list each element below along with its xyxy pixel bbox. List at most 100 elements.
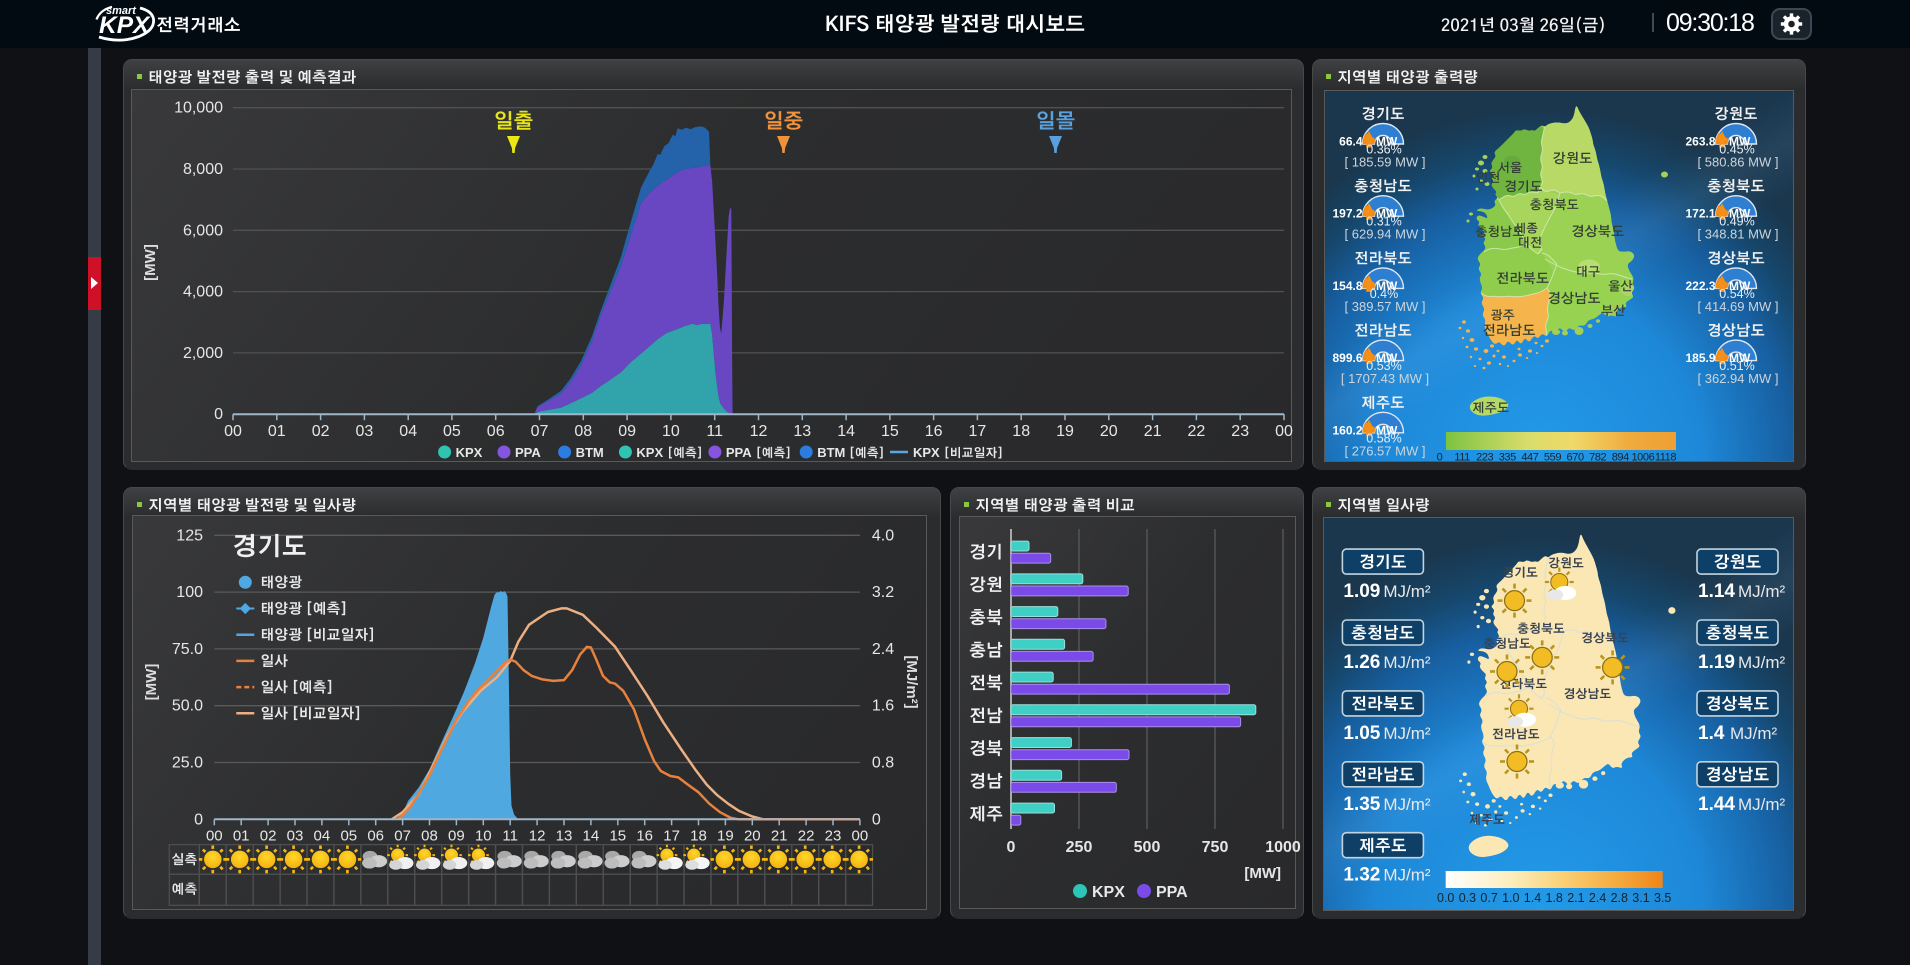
svg-text:19: 19 bbox=[1056, 423, 1074, 440]
svg-text:10: 10 bbox=[475, 827, 492, 844]
svg-text:447: 447 bbox=[1521, 452, 1538, 464]
svg-text:66.4: 66.4 bbox=[1339, 135, 1363, 149]
svg-text:02: 02 bbox=[312, 423, 330, 440]
svg-text:125: 125 bbox=[176, 527, 203, 544]
svg-text:3.2: 3.2 bbox=[872, 584, 894, 601]
svg-text:07: 07 bbox=[531, 423, 549, 440]
svg-text:12: 12 bbox=[528, 827, 545, 844]
svg-text:03: 03 bbox=[356, 423, 374, 440]
svg-text:16: 16 bbox=[636, 827, 653, 844]
svg-text:MW: MW bbox=[1729, 279, 1751, 293]
svg-text:[MW]: [MW] bbox=[1244, 865, 1281, 882]
svg-text:263.8: 263.8 bbox=[1685, 135, 1715, 149]
svg-text:750: 750 bbox=[1201, 839, 1228, 856]
svg-text:21: 21 bbox=[771, 827, 788, 844]
svg-text:06: 06 bbox=[487, 423, 505, 440]
svg-text:2.8: 2.8 bbox=[1611, 891, 1628, 905]
svg-text:0.49%: 0.49% bbox=[1719, 215, 1754, 229]
svg-text:03: 03 bbox=[286, 827, 303, 844]
svg-text:MW: MW bbox=[1376, 135, 1398, 149]
svg-text:4,000: 4,000 bbox=[183, 283, 223, 300]
svg-text:MW: MW bbox=[1376, 423, 1398, 437]
svg-text:KPX: KPX bbox=[456, 445, 483, 460]
svg-text:1000: 1000 bbox=[1265, 839, 1301, 856]
svg-text:16: 16 bbox=[925, 423, 943, 440]
svg-text:05: 05 bbox=[340, 827, 357, 844]
svg-text:10: 10 bbox=[662, 423, 680, 440]
svg-text:160.2: 160.2 bbox=[1332, 423, 1362, 437]
svg-text:00: 00 bbox=[206, 827, 223, 844]
svg-text:0.45%: 0.45% bbox=[1719, 143, 1754, 157]
svg-text:17: 17 bbox=[663, 827, 680, 844]
svg-text:1118: 1118 bbox=[1655, 452, 1677, 464]
svg-text:[ 185.59 MW ]: [ 185.59 MW ] bbox=[1345, 155, 1426, 170]
svg-text:670: 670 bbox=[1567, 452, 1584, 464]
svg-text:[ 414.69 MW ]: [ 414.69 MW ] bbox=[1698, 299, 1779, 314]
svg-text:15: 15 bbox=[881, 423, 899, 440]
svg-text:[ 580.86 MW ]: [ 580.86 MW ] bbox=[1698, 155, 1779, 170]
svg-text:PPA: PPA bbox=[1156, 884, 1188, 901]
svg-text:25.0: 25.0 bbox=[172, 754, 203, 771]
svg-text:8,000: 8,000 bbox=[183, 161, 223, 178]
svg-text:07: 07 bbox=[394, 827, 411, 844]
svg-text:3.1: 3.1 bbox=[1632, 891, 1649, 905]
svg-text:1006: 1006 bbox=[1631, 452, 1654, 464]
svg-text:[ 389.57 MW ]: [ 389.57 MW ] bbox=[1345, 299, 1426, 314]
svg-text:1.0: 1.0 bbox=[1502, 891, 1519, 905]
svg-text:1.4: 1.4 bbox=[1524, 891, 1541, 905]
svg-text:08: 08 bbox=[574, 423, 592, 440]
svg-text:00: 00 bbox=[1275, 423, 1293, 440]
svg-text:894: 894 bbox=[1612, 452, 1629, 464]
svg-text:MW: MW bbox=[1729, 207, 1751, 221]
svg-text:1.14: 1.14 bbox=[1698, 581, 1735, 602]
svg-text:23: 23 bbox=[1231, 423, 1249, 440]
svg-text:1.19: 1.19 bbox=[1698, 652, 1735, 673]
svg-text:18: 18 bbox=[690, 827, 707, 844]
svg-text:20: 20 bbox=[744, 827, 761, 844]
svg-text:2.1: 2.1 bbox=[1567, 891, 1584, 905]
svg-text:[ 348.81 MW ]: [ 348.81 MW ] bbox=[1698, 227, 1779, 242]
svg-text:100: 100 bbox=[176, 584, 203, 601]
svg-text:[ 1707.43 MW ]: [ 1707.43 MW ] bbox=[1341, 371, 1429, 386]
svg-text:13: 13 bbox=[793, 423, 811, 440]
svg-text:MW: MW bbox=[1376, 279, 1398, 293]
svg-text:0: 0 bbox=[872, 811, 881, 828]
svg-text:23: 23 bbox=[824, 827, 841, 844]
svg-text:2.4: 2.4 bbox=[872, 641, 894, 658]
svg-text:0.7: 0.7 bbox=[1480, 891, 1497, 905]
svg-text:01: 01 bbox=[268, 423, 286, 440]
svg-text:MJ/m²: MJ/m² bbox=[1738, 653, 1786, 672]
svg-text:0.51%: 0.51% bbox=[1719, 359, 1754, 373]
svg-text:17: 17 bbox=[969, 423, 987, 440]
svg-text:00: 00 bbox=[224, 423, 242, 440]
svg-text:6,000: 6,000 bbox=[183, 222, 223, 239]
svg-text:KPX: KPX bbox=[913, 445, 940, 460]
svg-text:09: 09 bbox=[618, 423, 636, 440]
svg-text:0: 0 bbox=[214, 406, 223, 423]
svg-text:0.54%: 0.54% bbox=[1719, 287, 1754, 301]
svg-text:MJ/m²: MJ/m² bbox=[1738, 582, 1786, 601]
svg-text:PPA: PPA bbox=[515, 445, 541, 460]
svg-text:10,000: 10,000 bbox=[174, 99, 223, 116]
svg-text:MW: MW bbox=[1729, 135, 1751, 149]
svg-text:0.31%: 0.31% bbox=[1366, 215, 1401, 229]
svg-text:111: 111 bbox=[1454, 452, 1470, 464]
svg-text:21: 21 bbox=[1144, 423, 1162, 440]
svg-text:00: 00 bbox=[851, 827, 868, 844]
svg-text:[ 629.94 MW ]: [ 629.94 MW ] bbox=[1345, 227, 1426, 242]
svg-text:[MJ/m²]: [MJ/m²] bbox=[903, 655, 920, 708]
svg-text:14: 14 bbox=[837, 423, 855, 440]
svg-text:MW: MW bbox=[1376, 351, 1398, 365]
svg-text:2,000: 2,000 bbox=[183, 344, 223, 361]
svg-text:0.0: 0.0 bbox=[1437, 891, 1454, 905]
svg-text:1.4: 1.4 bbox=[1698, 722, 1725, 743]
svg-text:KPX: KPX bbox=[99, 12, 151, 39]
svg-text:13: 13 bbox=[555, 827, 572, 844]
svg-text:1.09: 1.09 bbox=[1343, 581, 1380, 602]
svg-text:899.6: 899.6 bbox=[1332, 351, 1362, 365]
svg-text:MJ/m²: MJ/m² bbox=[1383, 865, 1431, 884]
svg-text:22: 22 bbox=[1188, 423, 1206, 440]
svg-text:smart: smart bbox=[106, 5, 137, 17]
svg-text:4.0: 4.0 bbox=[872, 527, 894, 544]
svg-text:222.3: 222.3 bbox=[1685, 279, 1715, 293]
